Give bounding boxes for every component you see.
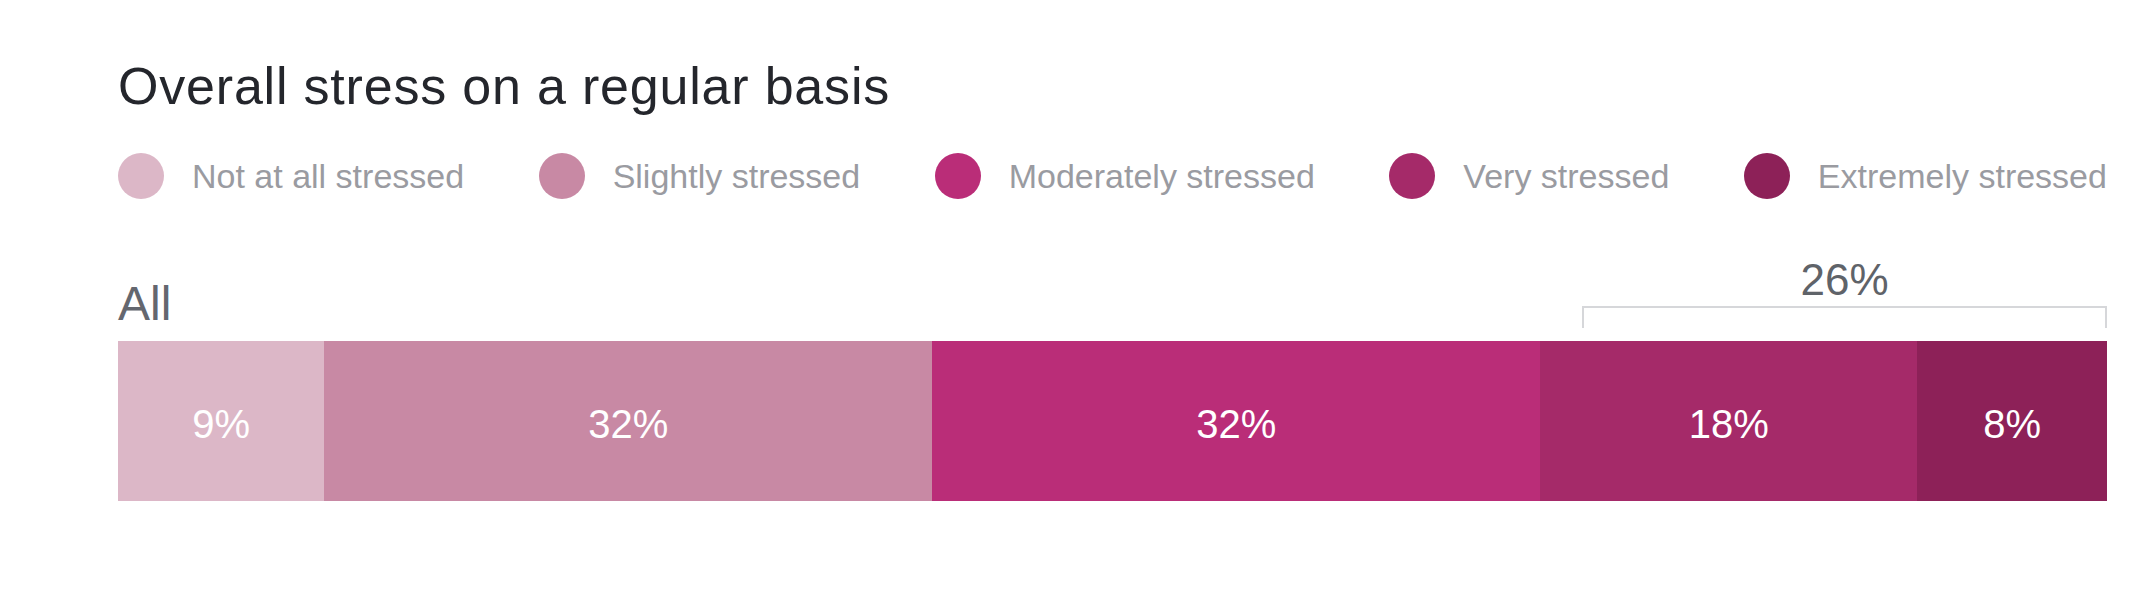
- legend-label: Slightly stressed: [613, 157, 861, 196]
- bar-segment: 8%: [1917, 341, 2107, 501]
- bracket: [1582, 306, 2107, 328]
- bar-segment: 32%: [324, 341, 932, 501]
- legend-dot-icon: [1389, 153, 1435, 199]
- stacked-bar: 9% 32% 32% 18% 8%: [118, 341, 2107, 501]
- bar-segment: 18%: [1540, 341, 1917, 501]
- stress-chart: Overall stress on a regular basis Not at…: [0, 0, 2134, 591]
- legend-label: Extremely stressed: [1818, 157, 2107, 196]
- legend: Not at all stressed Slightly stressed Mode…: [118, 153, 2107, 199]
- legend-dot-icon: [539, 153, 585, 199]
- bar-segment: 9%: [118, 341, 324, 501]
- segment-value-label: 32%: [1196, 402, 1276, 447]
- bracket-label: 26%: [1582, 258, 2107, 302]
- legend-dot-icon: [935, 153, 981, 199]
- legend-dot-icon: [1744, 153, 1790, 199]
- bar-segment: 32%: [932, 341, 1540, 501]
- legend-label: Moderately stressed: [1009, 157, 1315, 196]
- legend-item: Moderately stressed: [935, 153, 1315, 199]
- legend-dot-icon: [118, 153, 164, 199]
- segment-value-label: 9%: [192, 402, 250, 447]
- legend-item: Slightly stressed: [539, 153, 861, 199]
- legend-item: Very stressed: [1389, 153, 1669, 199]
- segment-value-label: 8%: [1983, 402, 2041, 447]
- legend-item: Not at all stressed: [118, 153, 464, 199]
- legend-label: Very stressed: [1463, 157, 1669, 196]
- row-label: All: [118, 280, 171, 328]
- legend-item: Extremely stressed: [1744, 153, 2107, 199]
- segment-value-label: 32%: [588, 402, 668, 447]
- chart-title: Overall stress on a regular basis: [118, 60, 890, 112]
- segment-value-label: 18%: [1689, 402, 1769, 447]
- legend-label: Not at all stressed: [192, 157, 464, 196]
